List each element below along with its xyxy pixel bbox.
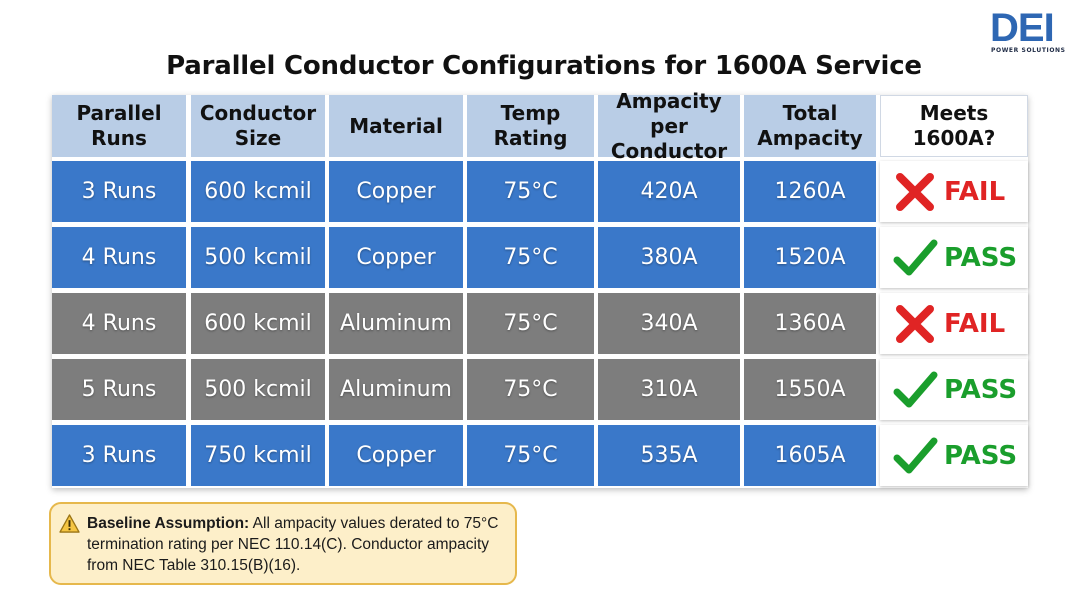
pass-label: PASS: [944, 374, 1018, 405]
header-ampacity-per-conductor: Ampacity per Conductor: [598, 89, 740, 163]
cell-size: 600 kcmil: [191, 161, 325, 222]
pass-label: PASS: [944, 242, 1018, 273]
cell-size: 500 kcmil: [191, 359, 325, 420]
header-total-ampacity: Total Ampacity: [744, 95, 876, 157]
cell-ampacity: 535A: [598, 425, 740, 486]
header-meets-1600a: Meets 1600A?: [880, 95, 1028, 157]
cell-temp: 75°C: [467, 425, 594, 486]
fail-label: FAIL: [944, 176, 1006, 207]
cell-material: Aluminum: [329, 293, 463, 354]
cell-ampacity: 420A: [598, 161, 740, 222]
x-mark-icon: [896, 172, 934, 211]
cell-ampacity: 310A: [598, 359, 740, 420]
cell-material: Copper: [329, 425, 463, 486]
cell-meets-result: FAIL: [880, 161, 1028, 222]
cell-total: 1260A: [744, 161, 876, 222]
cell-runs: 3 Runs: [52, 161, 186, 222]
cell-ampacity: 340A: [598, 293, 740, 354]
cell-total: 1605A: [744, 425, 876, 486]
cell-material: Copper: [329, 227, 463, 288]
header-material: Material: [329, 95, 463, 157]
check-mark-icon: [893, 437, 938, 473]
warning-icon: [59, 514, 80, 533]
note-text: All ampacity values derated to 75°C term…: [87, 515, 499, 574]
cell-runs: 4 Runs: [52, 227, 186, 288]
check-mark-icon: [893, 371, 938, 407]
cell-size: 600 kcmil: [191, 293, 325, 354]
baseline-assumption-note: Baseline Assumption: All ampacity values…: [49, 502, 517, 585]
cell-total: 1520A: [744, 227, 876, 288]
logo-subtitle: POWER SOLUTIONS: [991, 47, 1066, 54]
cell-ampacity: 380A: [598, 227, 740, 288]
page-title: Parallel Conductor Configurations for 16…: [166, 51, 922, 81]
pass-label: PASS: [944, 440, 1018, 471]
note-label: Baseline Assumption:: [87, 515, 250, 532]
cell-total: 1550A: [744, 359, 876, 420]
cell-meets-result: PASS: [880, 227, 1028, 288]
cell-temp: 75°C: [467, 227, 594, 288]
cell-temp: 75°C: [467, 161, 594, 222]
cell-temp: 75°C: [467, 359, 594, 420]
cell-size: 750 kcmil: [191, 425, 325, 486]
cell-total: 1360A: [744, 293, 876, 354]
cell-size: 500 kcmil: [191, 227, 325, 288]
cell-meets-result: FAIL: [880, 293, 1028, 354]
logo-text: DEI: [990, 6, 1055, 50]
company-logo: DEI POWER SOLUTIONS: [990, 8, 1070, 56]
cell-runs: 5 Runs: [52, 359, 186, 420]
fail-label: FAIL: [944, 308, 1006, 339]
cell-temp: 75°C: [467, 293, 594, 354]
cell-meets-result: PASS: [880, 425, 1028, 486]
cell-runs: 4 Runs: [52, 293, 186, 354]
header-parallel-runs: Parallel Runs: [52, 95, 186, 157]
header-temp-rating: Temp Rating: [467, 95, 594, 157]
x-mark-icon: [896, 304, 934, 343]
cell-meets-result: PASS: [880, 359, 1028, 420]
cell-material: Copper: [329, 161, 463, 222]
cell-runs: 3 Runs: [52, 425, 186, 486]
cell-material: Aluminum: [329, 359, 463, 420]
check-mark-icon: [893, 239, 938, 275]
header-conductor-size: Conductor Size: [191, 95, 325, 157]
conductor-table: Parallel Runs Conductor Size Material Temp …: [52, 89, 1028, 488]
